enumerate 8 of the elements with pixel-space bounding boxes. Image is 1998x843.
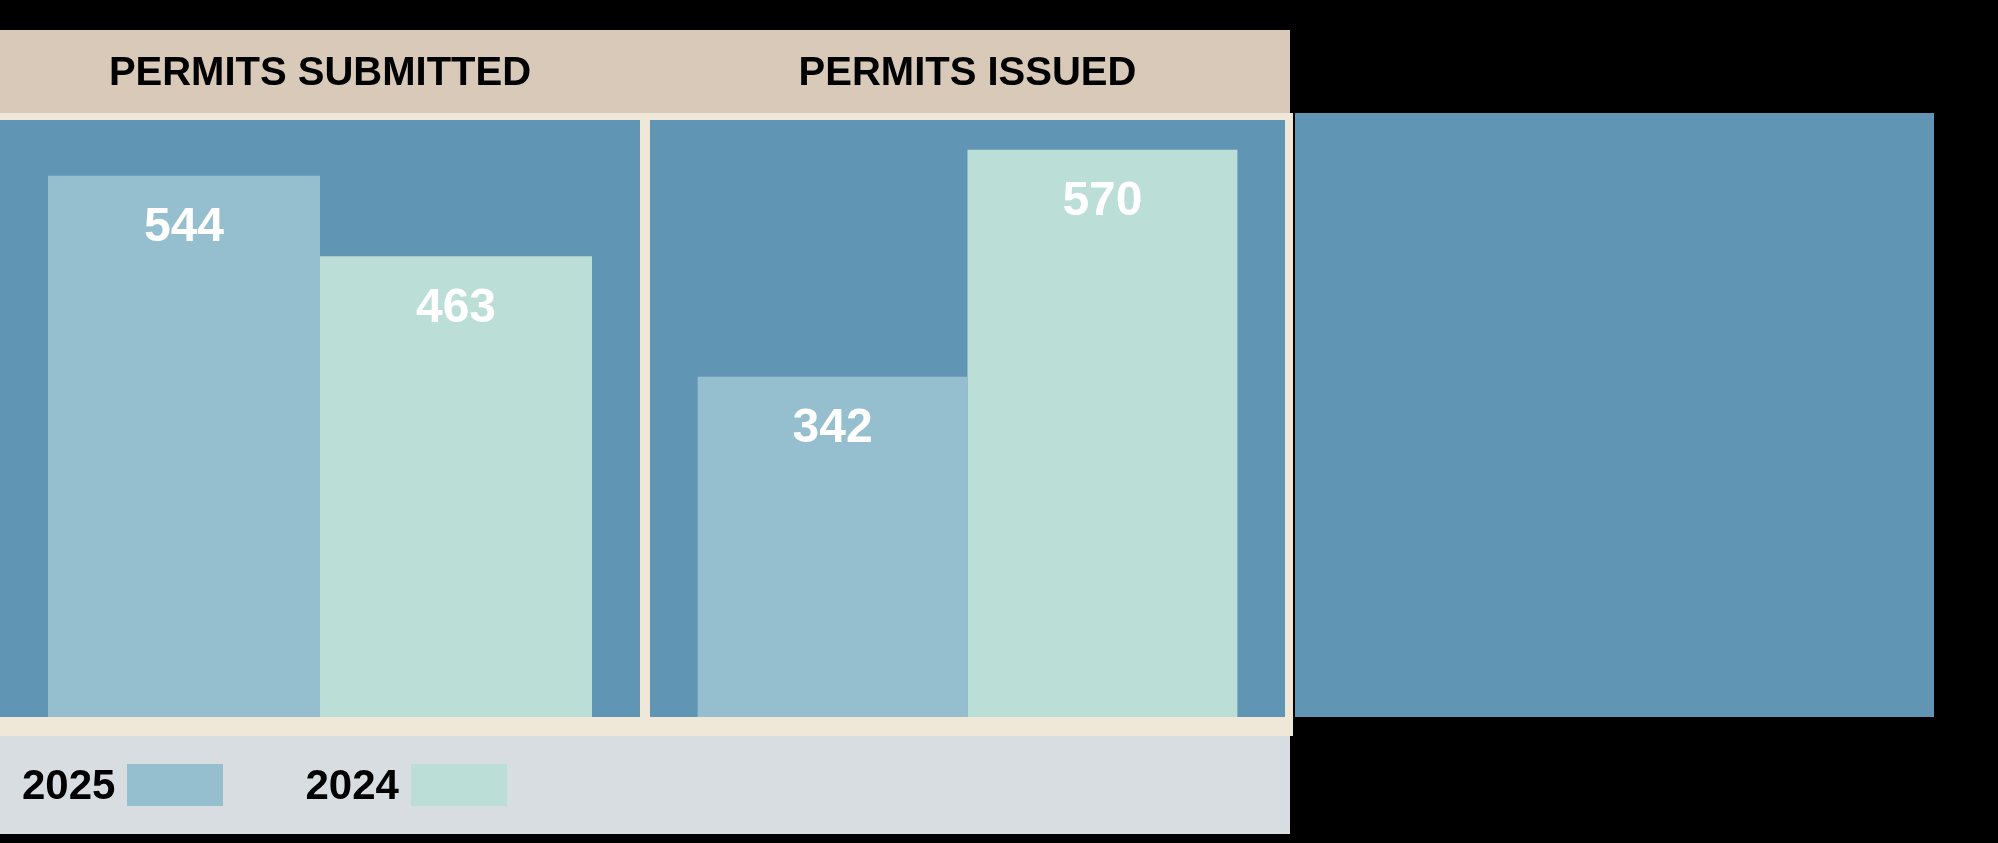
chart-title: PERMITS SUBMITTED: [107, 48, 533, 95]
legend-label: 2025: [22, 761, 116, 809]
data-label: 544: [143, 197, 225, 251]
chart-title: PERMITS ISSUED: [797, 48, 1138, 95]
data-label: 570: [1062, 172, 1143, 226]
data-label: 463: [415, 278, 497, 332]
data-label: 342: [792, 398, 873, 452]
legend-label: 2024: [305, 761, 399, 809]
